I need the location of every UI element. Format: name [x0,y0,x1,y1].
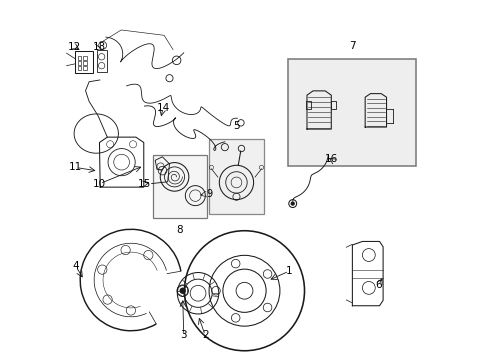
Bar [152,155,207,217]
Bar [78,61,81,64]
Text: 5: 5 [233,121,239,131]
Text: 1: 1 [285,266,292,276]
Text: 9: 9 [206,189,212,199]
Text: 3: 3 [180,330,187,341]
Bar [78,66,81,69]
Bar [208,139,264,214]
Bar [288,59,415,166]
Bar [305,102,310,109]
Bar [83,56,87,60]
Text: 7: 7 [348,41,355,51]
Bar [78,56,81,60]
Bar [83,61,87,64]
Bar [330,102,335,109]
Bar [83,66,87,69]
Text: 12: 12 [68,42,81,52]
Text: 10: 10 [93,179,106,189]
Text: 4: 4 [72,261,79,271]
Text: 2: 2 [202,330,208,341]
Bar [97,50,106,72]
Text: 14: 14 [156,103,169,113]
Bar [75,51,93,73]
Text: 16: 16 [324,154,337,164]
Text: 15: 15 [138,179,151,189]
Text: 8: 8 [176,225,183,235]
Text: 13: 13 [93,42,106,52]
Circle shape [291,202,294,205]
Text: 11: 11 [69,162,82,172]
Circle shape [180,288,185,293]
Text: 6: 6 [375,280,381,290]
